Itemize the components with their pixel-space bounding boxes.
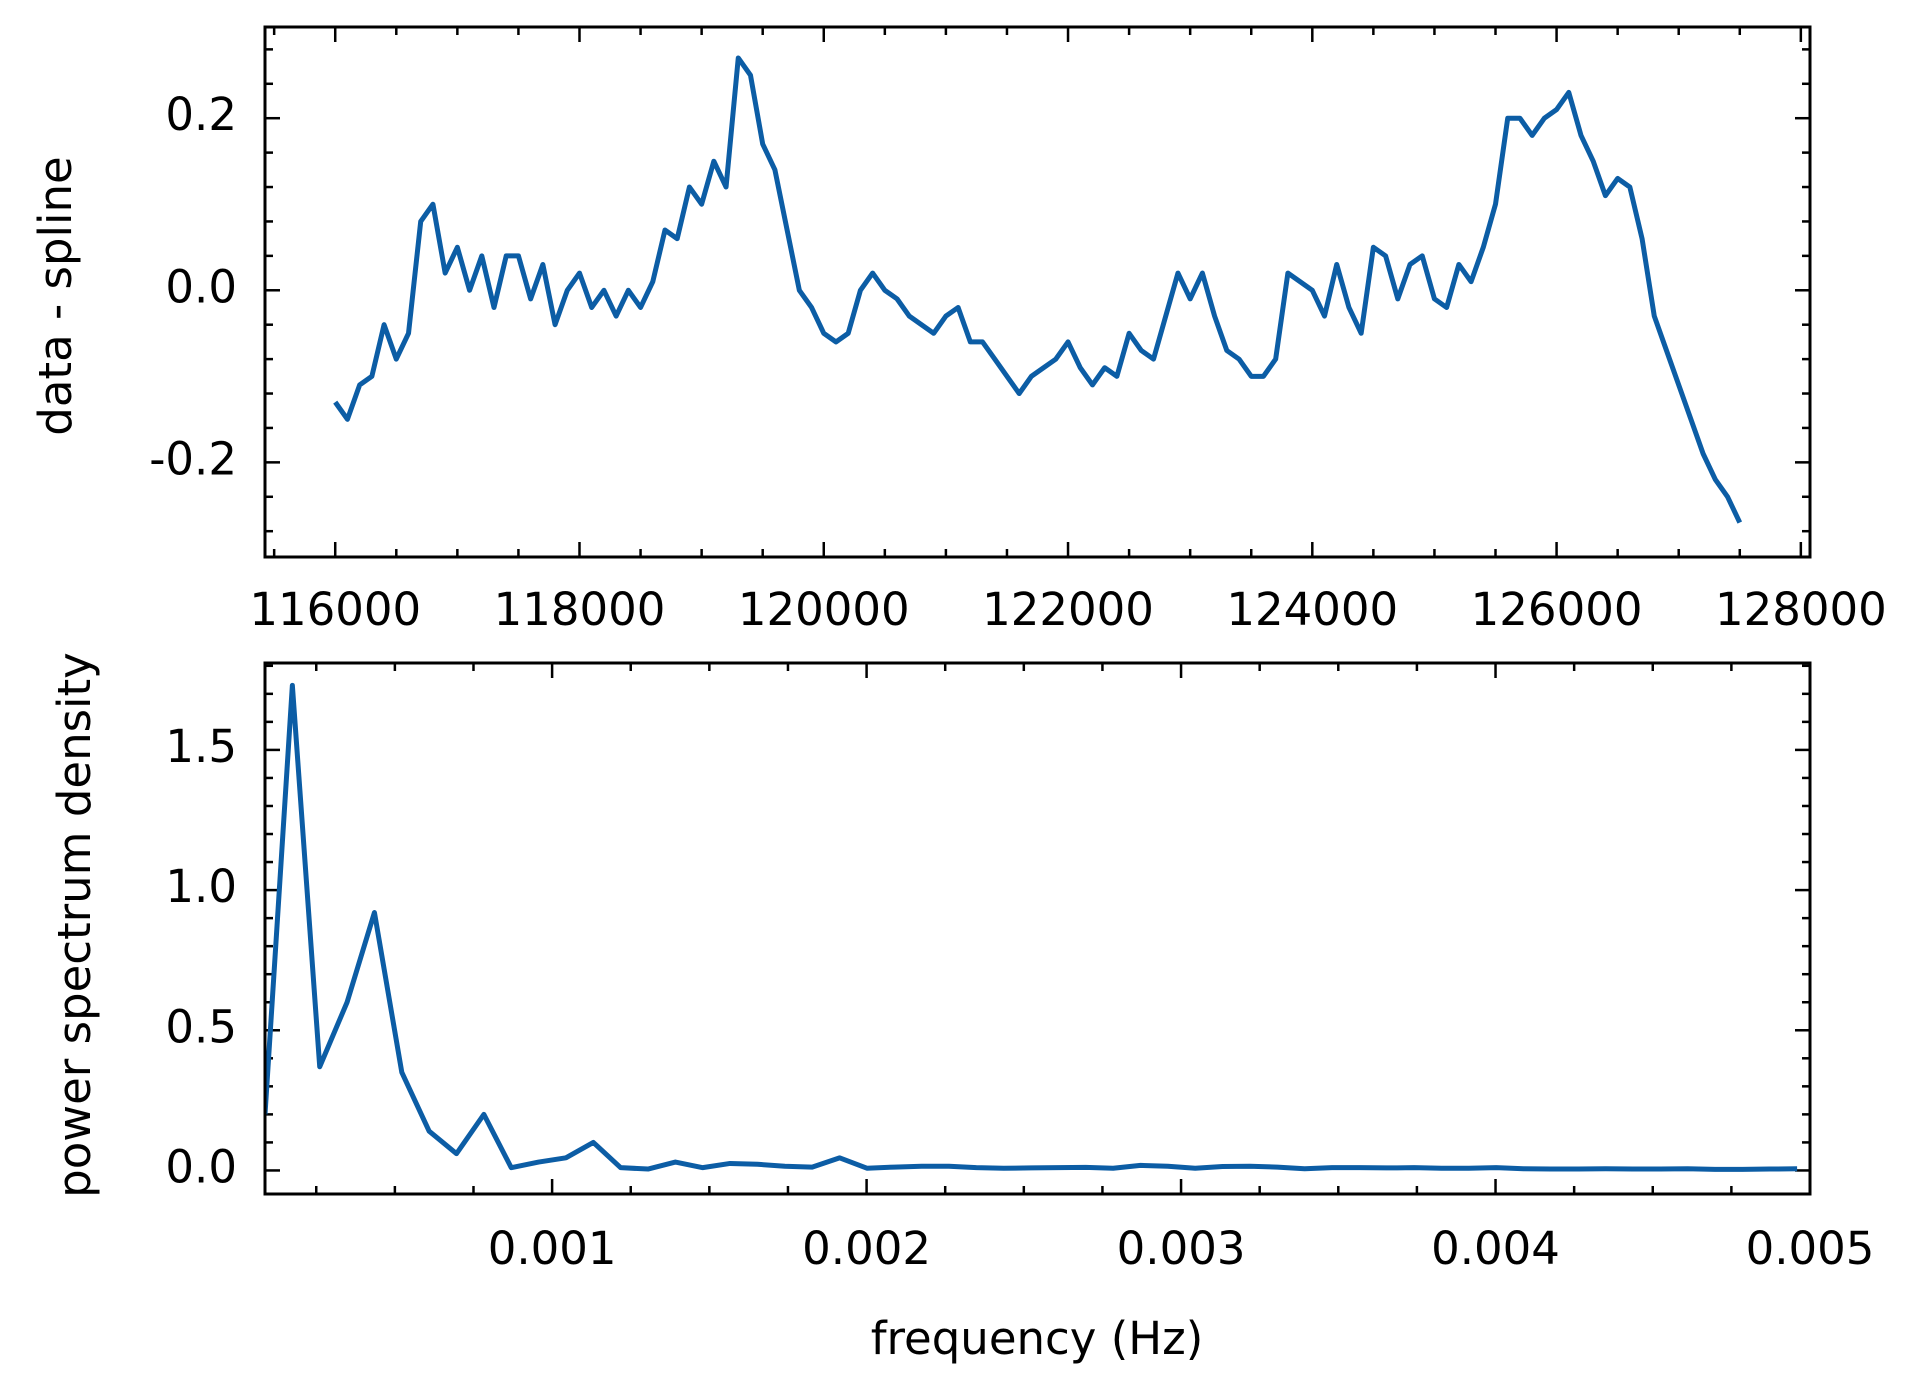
y-tick-label: -0.2: [149, 432, 237, 485]
x-tick-label: 118000: [494, 583, 666, 636]
y-tick-label: 0.5: [165, 1000, 237, 1053]
y-tick-label: 0.0: [165, 1140, 237, 1193]
x-tick-label: 122000: [982, 583, 1154, 636]
y-tick-label: 1.5: [165, 720, 237, 773]
x-tick-label: 0.005: [1746, 1222, 1875, 1275]
axes-frame: [263, 661, 1812, 1196]
x-tick-label: 128000: [1715, 583, 1887, 636]
y-tick-label: 0.2: [165, 88, 237, 141]
x-tick-label: 116000: [249, 583, 421, 636]
x-tick-label: 124000: [1226, 583, 1398, 636]
y-axis-label: data - spline: [29, 156, 82, 435]
x-axis-label: frequency (Hz): [871, 1312, 1204, 1365]
x-tick-label: 0.004: [1431, 1222, 1560, 1275]
data-line: [333, 55, 1743, 524]
data-line: [265, 682, 1798, 1172]
x-tick-label: 0.002: [802, 1222, 931, 1275]
y-tick-label: 0.0: [165, 260, 237, 313]
x-tick-label: 120000: [738, 583, 910, 636]
x-tick-label: 0.003: [1117, 1222, 1246, 1275]
axes-frame: [263, 25, 1812, 559]
y-axis-label: power spectrum density: [48, 652, 101, 1198]
x-tick-label: 126000: [1471, 583, 1643, 636]
x-tick-label: 0.001: [488, 1222, 617, 1275]
y-tick-label: 1.0: [165, 860, 237, 913]
